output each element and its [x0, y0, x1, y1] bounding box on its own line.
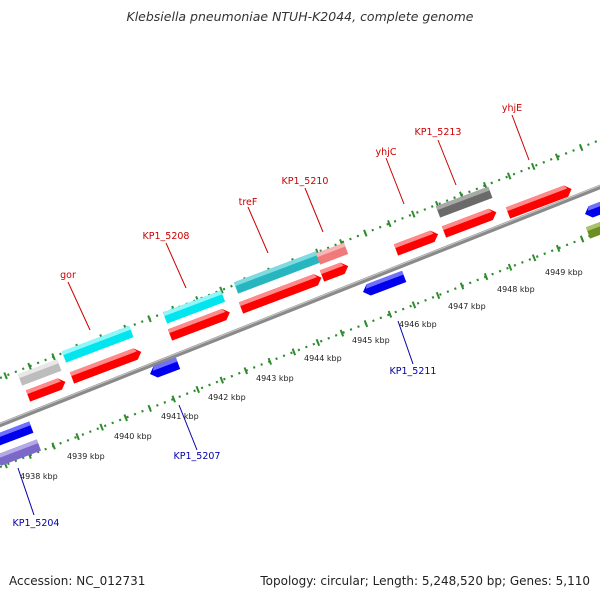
map-title: Klebsiella pneumoniae NTUH-K2044, comple…: [126, 9, 474, 24]
tick-mark: [554, 153, 560, 161]
gene-blue-edge[interactable]: [583, 197, 600, 220]
kbp-label: 4939 kbp: [67, 452, 105, 461]
kbp-label: 4938 kbp: [20, 472, 58, 481]
tick-mark: [339, 329, 345, 337]
genome-backbone-highlight: [0, 185, 600, 425]
forward-label-leaders: [67, 114, 530, 331]
tick-mark: [171, 395, 176, 403]
outer-tick-line: [0, 138, 600, 380]
gene-label-yhjc[interactable]: yhjC: [376, 147, 397, 158]
inner-major-ticks: [3, 235, 585, 469]
tick-mark: [267, 357, 273, 365]
gene-red-2[interactable]: [69, 346, 143, 384]
tick-mark: [147, 315, 152, 323]
tick-mark: [579, 235, 585, 243]
kbp-label: 4946 kbp: [399, 320, 437, 329]
kbp-label: 4943 kbp: [256, 374, 294, 383]
tick-mark: [363, 320, 369, 328]
tick-mark: [387, 310, 393, 318]
gene-kp1-5208[interactable]: [162, 290, 226, 324]
gene-red-1[interactable]: [25, 376, 68, 402]
gene-gray-1[interactable]: [17, 359, 62, 386]
tick-mark: [123, 414, 128, 422]
topology-text: Topology: circular; Length: 5,248,520 bp…: [260, 574, 590, 588]
tick-mark: [555, 244, 561, 253]
kbp-label: 4949 kbp: [545, 268, 583, 277]
gene-red-4[interactable]: [238, 272, 324, 314]
gene-label-yhje[interactable]: yhjE: [502, 103, 522, 114]
tick-mark: [99, 423, 104, 431]
gene-dark-gray[interactable]: [435, 186, 493, 218]
gene-label-kp1-5211[interactable]: KP1_5211: [390, 366, 437, 377]
gene-label-kp1-5208[interactable]: KP1_5208: [143, 231, 190, 242]
gene-label-kp1-5210[interactable]: KP1_5210: [282, 176, 329, 187]
tick-mark: [3, 372, 8, 380]
kbp-label: 4947 kbp: [448, 302, 486, 311]
tick-mark: [506, 172, 512, 180]
gene-kp1-5207[interactable]: [148, 357, 181, 380]
tick-mark: [219, 376, 225, 384]
tick-mark: [315, 338, 321, 347]
tick-mark: [51, 442, 56, 450]
gene-kp1-5204[interactable]: [0, 439, 42, 467]
gene-label-kp1-5204[interactable]: KP1_5204: [13, 518, 60, 529]
inner-tick-line: [0, 230, 600, 469]
tick-mark: [531, 254, 537, 262]
tick-mark: [291, 348, 297, 356]
gene-kp1-5213[interactable]: [441, 207, 499, 238]
tick-mark: [75, 432, 80, 441]
accession-text: Accession: NC_012731: [9, 574, 146, 588]
genome-backbone: [0, 184, 600, 428]
tick-mark: [507, 263, 513, 271]
tick-mark: [483, 273, 489, 281]
kbp-label: 4940 kbp: [114, 432, 152, 441]
gene-yhjc[interactable]: [393, 228, 440, 256]
tick-mark: [411, 301, 417, 309]
tick-mark: [51, 353, 56, 361]
gene-gor[interactable]: [61, 325, 134, 363]
gene-label-kp1-5213[interactable]: KP1_5213: [415, 127, 462, 138]
tick-mark: [411, 210, 416, 218]
gene-yhje[interactable]: [505, 183, 574, 219]
tick-mark: [219, 286, 224, 294]
tick-mark: [147, 404, 152, 412]
tick-mark: [363, 229, 368, 237]
gene-kp1-5211[interactable]: [361, 270, 407, 298]
kbp-label: 4945 kbp: [352, 336, 390, 345]
kbp-label: 4944 kbp: [304, 354, 342, 363]
gene-tref[interactable]: [233, 251, 321, 294]
gene-label-gor[interactable]: gor: [60, 270, 76, 281]
kbp-label: 4941 kbp: [161, 412, 199, 421]
gene-red-3[interactable]: [167, 307, 232, 341]
tick-mark: [459, 282, 465, 290]
gene-kp1-5210[interactable]: [315, 242, 349, 265]
tick-mark: [578, 143, 584, 152]
tick-mark: [387, 219, 392, 228]
gene-label-tref[interactable]: treF: [239, 197, 258, 208]
reverse-label-leaders: [17, 320, 414, 516]
tick-mark: [435, 291, 441, 300]
tick-mark: [530, 162, 536, 171]
tick-mark: [27, 362, 32, 370]
gene-olive-edge[interactable]: [585, 216, 600, 239]
tick-mark: [195, 385, 200, 394]
gene-blue-1[interactable]: [0, 421, 34, 448]
gene-label-kp1-5207[interactable]: KP1_5207: [174, 451, 221, 462]
kbp-label: 4942 kbp: [208, 393, 246, 402]
gene-red-5[interactable]: [319, 260, 350, 282]
kbp-label: 4948 kbp: [497, 285, 535, 294]
tick-mark: [243, 367, 249, 375]
